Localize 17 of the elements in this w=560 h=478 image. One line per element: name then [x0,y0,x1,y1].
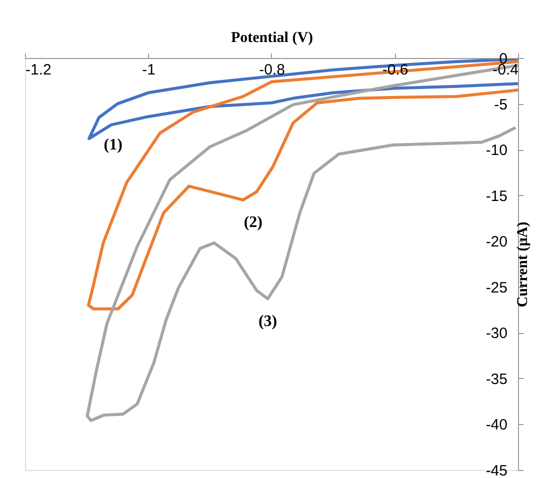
annotation: (1) [104,136,122,154]
y-tick-label: -25 [486,279,508,296]
x-tick-label: -0.8 [259,62,285,78]
y-tick-label: -40 [486,416,508,434]
y-tick-label: -35 [486,370,508,388]
y-tick-label: -45 [486,462,508,478]
y-axis-title: Current (µA) [515,222,531,308]
y-tick-label: -15 [486,188,508,205]
annotation: (2) [244,214,262,231]
annotation: (3) [258,312,278,330]
x-axis-title: Potential (V) [230,30,314,46]
y-tick-label: -30 [486,325,508,342]
y-tick-label: -5 [494,96,508,114]
y-tick-label: -20 [486,234,508,251]
x-tick-label: -1 [142,62,156,78]
y-tick-label: -10 [486,142,508,160]
x-tick-label: -1.2 [26,62,52,78]
